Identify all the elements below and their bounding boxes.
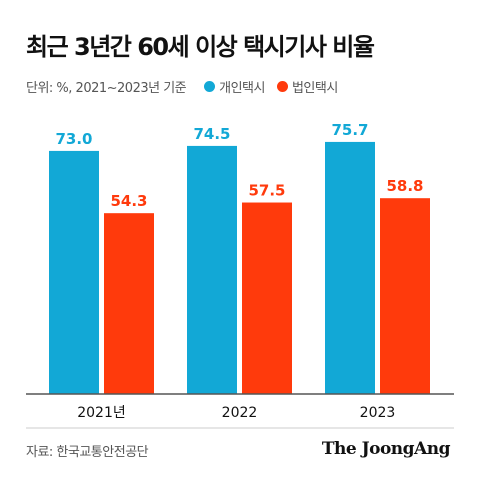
- value-label-2-3: 58.8: [386, 177, 423, 195]
- x-tick-label-2: 2022: [222, 405, 258, 421]
- value-label-1-3: 75.7: [331, 121, 368, 139]
- bar-1-2: [187, 145, 237, 394]
- bar-2-2: [242, 202, 292, 394]
- legend-item-series-2: 법인택시: [276, 77, 338, 96]
- value-label-1-2: 74.5: [193, 125, 230, 143]
- brand-logo: The JoongAng: [321, 439, 451, 459]
- legend-label-series-2: 법인택시: [291, 80, 338, 96]
- legend-item-series-1: 개인택시: [204, 77, 265, 96]
- legend-row: 단위: %, 2021~2023년 기준 개인택시 법인택시: [26, 76, 350, 96]
- value-label-1-1: 73.0: [55, 130, 92, 148]
- bar-1-1: [49, 150, 99, 394]
- legend-swatch-series-1: [204, 80, 216, 92]
- x-tick-label-3: 2023: [360, 405, 396, 421]
- value-label-2-1: 54.3: [110, 192, 147, 210]
- unit-note: 단위: %, 2021~2023년 기준: [26, 80, 187, 96]
- x-tick-label-1: 2021년: [77, 405, 126, 421]
- bar-2-3: [380, 198, 430, 394]
- legend-swatch-series-2: [276, 80, 288, 92]
- legend-label-series-1: 개인택시: [219, 80, 265, 96]
- bar-2-1: [104, 213, 154, 394]
- bar-1-3: [325, 141, 375, 394]
- source-note: 자료: 한국교통안전공단: [26, 445, 149, 460]
- chart-title: 최근 3년간 60세 이상 택시기사 비율: [26, 33, 375, 61]
- value-label-2-2: 57.5: [248, 182, 285, 200]
